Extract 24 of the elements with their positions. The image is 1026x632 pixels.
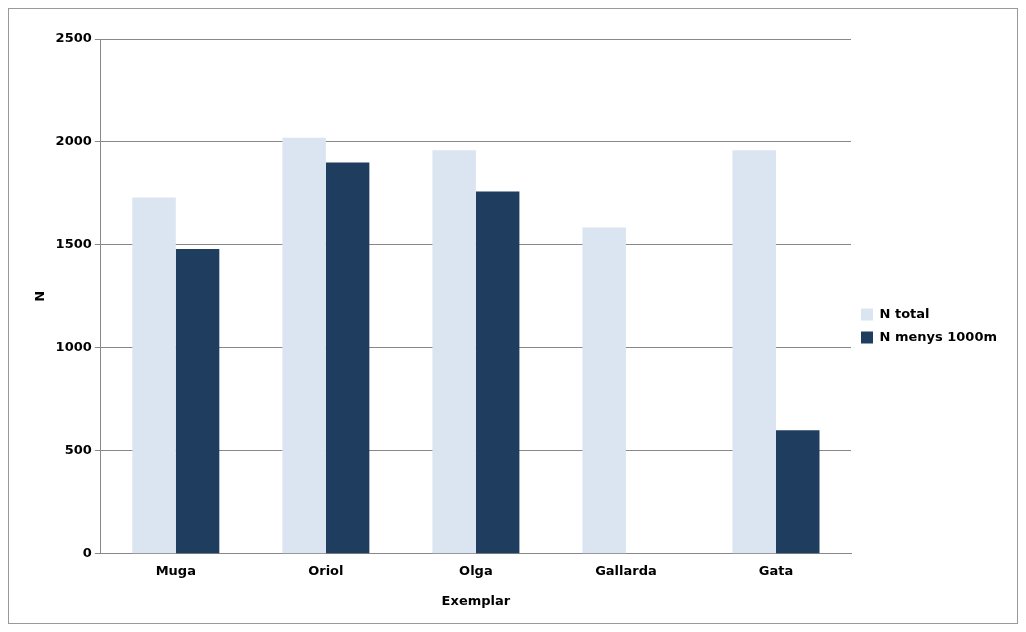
bar bbox=[475, 191, 520, 554]
x-tick-label: Muga bbox=[155, 562, 196, 578]
y-tick-label: 2500 bbox=[55, 30, 92, 46]
y-tick-label: 1000 bbox=[55, 339, 92, 355]
x-tick-label: Oriol bbox=[308, 562, 344, 578]
legend-label: N total bbox=[879, 305, 930, 321]
bar bbox=[325, 162, 370, 554]
bar bbox=[282, 137, 326, 554]
x-tick-label: Gallarda bbox=[595, 562, 657, 578]
y-axis-title: N bbox=[32, 290, 48, 302]
bar bbox=[732, 150, 776, 554]
legend-label: N menys 1000m bbox=[879, 328, 998, 344]
y-tick-label: 2000 bbox=[55, 133, 92, 149]
x-tick-label: Olga bbox=[459, 562, 493, 578]
y-tick-label: 500 bbox=[64, 442, 92, 458]
bar bbox=[432, 150, 476, 554]
bar bbox=[775, 430, 820, 554]
bar bbox=[582, 227, 626, 554]
x-tick-label: Gata bbox=[758, 562, 794, 578]
bar bbox=[175, 249, 220, 554]
y-tick-label: 1500 bbox=[55, 236, 92, 252]
bar bbox=[132, 197, 176, 554]
x-axis-title: Exemplar bbox=[441, 592, 511, 608]
y-tick-label: 0 bbox=[82, 545, 92, 561]
